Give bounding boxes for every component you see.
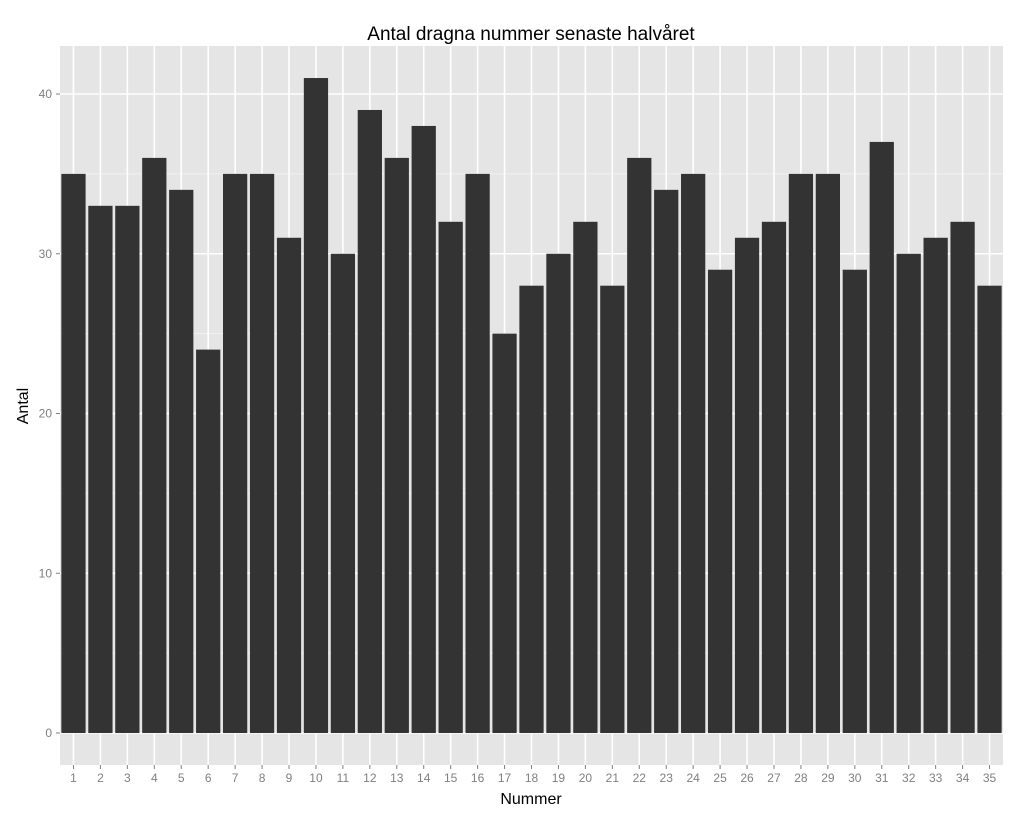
y-axis-title: Antal bbox=[15, 388, 32, 424]
x-tick-label: 3 bbox=[124, 771, 131, 785]
bar-30 bbox=[842, 269, 867, 733]
bar-7 bbox=[223, 173, 248, 733]
x-tick-label: 28 bbox=[794, 771, 808, 785]
x-tick-label: 12 bbox=[363, 771, 377, 785]
x-tick-label: 33 bbox=[929, 771, 943, 785]
x-tick-label: 35 bbox=[983, 771, 997, 785]
bar-25 bbox=[707, 269, 733, 733]
bar-34 bbox=[950, 221, 975, 734]
bar-18 bbox=[519, 285, 544, 733]
x-tick-label: 34 bbox=[956, 771, 970, 785]
bar-14 bbox=[411, 125, 436, 733]
bar-29 bbox=[815, 173, 840, 733]
bar-35 bbox=[977, 285, 1002, 733]
bar-26 bbox=[734, 237, 760, 733]
x-tick-label: 17 bbox=[498, 771, 512, 785]
y-tick-label: 10 bbox=[39, 566, 53, 580]
x-tick-label: 29 bbox=[821, 771, 835, 785]
x-tick-label: 31 bbox=[875, 771, 889, 785]
bar-24 bbox=[681, 173, 706, 733]
x-tick-label: 8 bbox=[259, 771, 266, 785]
x-tick-label: 14 bbox=[417, 771, 431, 785]
y-tick-label: 20 bbox=[39, 407, 53, 421]
y-tick-label: 30 bbox=[39, 247, 53, 261]
x-tick-label: 15 bbox=[444, 771, 458, 785]
bar-15 bbox=[438, 221, 463, 734]
x-tick-label: 2 bbox=[97, 771, 104, 785]
bar-19 bbox=[546, 253, 571, 733]
bar-32 bbox=[896, 253, 921, 733]
x-tick-label: 24 bbox=[686, 771, 700, 785]
bar-12 bbox=[357, 109, 382, 734]
x-tick-label: 25 bbox=[713, 771, 727, 785]
bar-27 bbox=[761, 221, 787, 734]
bar-1 bbox=[61, 173, 86, 733]
bar-22 bbox=[627, 157, 652, 733]
x-tick-label: 9 bbox=[286, 771, 293, 785]
x-tick-label: 1 bbox=[70, 771, 77, 785]
x-tick-label: 5 bbox=[178, 771, 185, 785]
bar-11 bbox=[330, 253, 356, 733]
x-tick-label: 13 bbox=[390, 771, 404, 785]
bar-10 bbox=[303, 78, 329, 733]
x-tick-label: 11 bbox=[337, 771, 350, 785]
bar-13 bbox=[384, 157, 409, 733]
x-tick-label: 26 bbox=[740, 771, 754, 785]
bar-16 bbox=[465, 173, 490, 733]
bar-2 bbox=[88, 205, 113, 733]
bar-5 bbox=[169, 189, 194, 734]
x-tick-label: 22 bbox=[633, 771, 647, 785]
x-tick-label: 20 bbox=[579, 771, 593, 785]
bar-3 bbox=[115, 205, 140, 733]
bar-33 bbox=[923, 237, 948, 733]
x-tick-label: 30 bbox=[848, 771, 862, 785]
x-tick-label: 16 bbox=[471, 771, 485, 785]
x-tick-label: 19 bbox=[552, 771, 566, 785]
bar-31 bbox=[869, 141, 894, 734]
x-tick-label: 32 bbox=[902, 771, 916, 785]
y-axis: 0 10 20 30 40 bbox=[39, 87, 60, 740]
bar-23 bbox=[654, 189, 679, 734]
chart-title: Antal dragna nummer senaste halvåret bbox=[367, 24, 695, 45]
x-tick-label: 10 bbox=[309, 771, 323, 785]
x-tick-label: 4 bbox=[151, 771, 158, 785]
y-tick-label: 0 bbox=[45, 726, 52, 740]
x-axis: 1 2 3 4 5 6 7 8 9 10 11 12 13 14 15 16 17 18 19 20 21 22 23 24 2… bbox=[70, 765, 997, 785]
x-axis-title: Nummer bbox=[500, 791, 562, 808]
bar-4 bbox=[142, 157, 167, 733]
bar-17 bbox=[492, 333, 517, 733]
x-tick-label: 18 bbox=[525, 771, 539, 785]
x-tick-label: 23 bbox=[660, 771, 674, 785]
x-tick-label: 21 bbox=[606, 771, 620, 785]
y-tick-label: 40 bbox=[39, 87, 53, 101]
x-tick-label: 6 bbox=[205, 771, 212, 785]
bar-9 bbox=[276, 237, 302, 733]
bar-6 bbox=[196, 349, 221, 733]
x-tick-label: 7 bbox=[232, 771, 239, 785]
bar-8 bbox=[249, 173, 275, 733]
bar-28 bbox=[788, 173, 814, 733]
bars bbox=[61, 78, 1002, 734]
bar-21 bbox=[600, 285, 625, 733]
bar-20 bbox=[573, 221, 598, 734]
x-tick-label: 27 bbox=[767, 771, 781, 785]
